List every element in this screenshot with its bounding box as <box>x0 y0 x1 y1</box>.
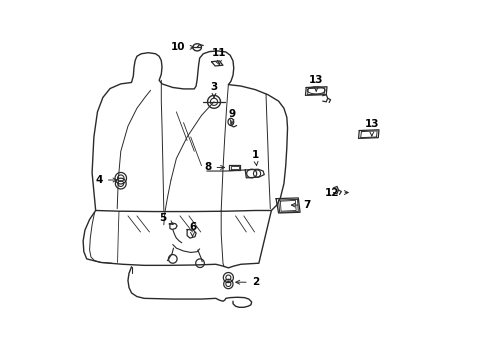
Text: 9: 9 <box>228 109 235 124</box>
Text: 13: 13 <box>364 120 378 136</box>
Text: 13: 13 <box>308 75 323 91</box>
Text: 2: 2 <box>235 277 258 287</box>
Text: 12: 12 <box>325 188 347 198</box>
Text: 8: 8 <box>204 162 224 172</box>
Text: 5: 5 <box>159 213 173 225</box>
Text: 10: 10 <box>171 42 194 52</box>
Text: 6: 6 <box>188 222 196 237</box>
Text: 7: 7 <box>291 200 310 210</box>
Text: 11: 11 <box>212 48 226 64</box>
Text: 4: 4 <box>95 175 117 185</box>
Text: 3: 3 <box>210 82 217 98</box>
Text: 1: 1 <box>251 150 258 166</box>
